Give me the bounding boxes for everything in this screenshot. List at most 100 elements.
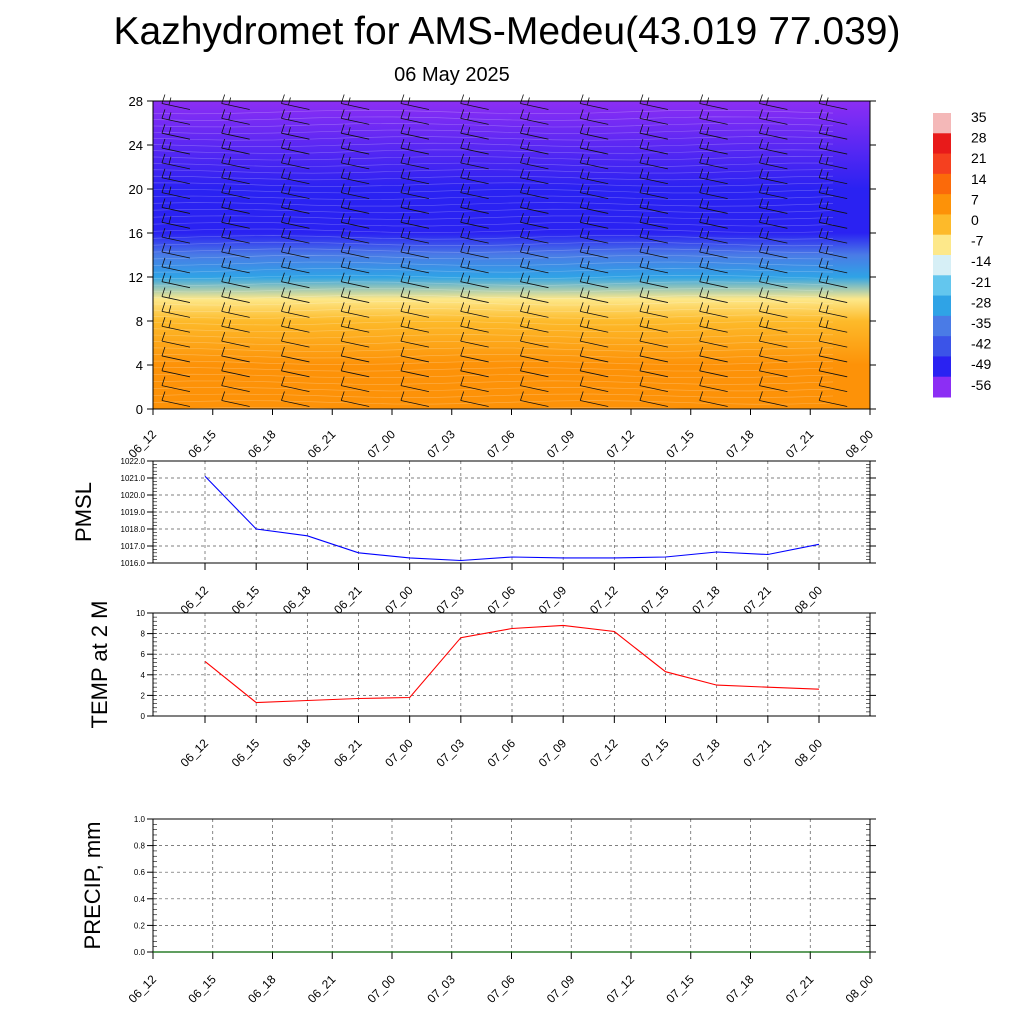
wind-barb: [460, 198, 489, 214]
wind-barb: [221, 124, 250, 140]
y-tick-label: 1016.0: [121, 559, 146, 568]
wind-barb: [818, 153, 848, 170]
wind-barb: [699, 198, 728, 214]
contour-line: [152, 274, 834, 280]
y-tick-label: 28: [129, 94, 143, 109]
x-tick-label: 06_18: [280, 583, 314, 617]
colorbar-swatch: [933, 275, 951, 297]
contour-line: [152, 222, 834, 227]
chart-title: Kazhydromet for AMS-Medeu(43.019 77.039): [113, 10, 901, 53]
wind-barb: [579, 302, 609, 318]
wind-barb: [699, 272, 728, 289]
wind-barb: [579, 168, 609, 185]
wind-barb: [400, 183, 430, 199]
wind-barb: [639, 183, 669, 199]
wind-barb: [221, 317, 250, 333]
y-tick-label: 0: [141, 712, 146, 721]
wind-barb: [221, 361, 250, 378]
colorbar-label: -7: [971, 233, 984, 249]
wind-barb: [520, 361, 549, 378]
wind-barb: [221, 272, 250, 289]
colorbar-swatch: [933, 214, 951, 236]
x-tick-label: 06_12: [126, 427, 160, 461]
contour-line: [152, 248, 833, 253]
wind-barb: [221, 376, 250, 393]
colorbar-swatch: [933, 336, 951, 357]
wind-barb: [759, 168, 788, 185]
wind-barb: [400, 138, 430, 155]
y-tick-label: 8: [136, 314, 143, 329]
wind-barb: [520, 331, 549, 348]
wind-barb: [639, 124, 669, 140]
wind-barb: [400, 331, 430, 348]
wind-barb: [400, 391, 430, 407]
x-tick-label: 07_09: [544, 972, 578, 1006]
wind-barb: [221, 302, 250, 318]
contour-line: [152, 109, 834, 115]
wind-barb: [340, 361, 370, 378]
colorbar-swatch: [933, 315, 951, 337]
wind-barb: [579, 317, 609, 333]
x-tick-label: 07_12: [604, 972, 638, 1006]
x-tick-label: 07_15: [638, 736, 672, 770]
contour-line: [152, 354, 834, 359]
wind-barb: [221, 287, 250, 303]
x-tick-label: 07_18: [723, 972, 757, 1006]
wind-barb: [639, 138, 669, 155]
wind-barb: [161, 124, 191, 140]
wind-barb: [759, 198, 788, 214]
wind-barb: [281, 198, 310, 214]
wind-barb: [281, 346, 310, 363]
wind-barb: [579, 331, 609, 348]
contour-line: [152, 380, 834, 385]
wind-barb: [340, 124, 370, 140]
contour-line: [152, 268, 834, 273]
wind-barb: [281, 317, 310, 333]
wind-barb: [818, 302, 848, 318]
wind-barb: [400, 257, 430, 274]
x-tick-label: 06_18: [245, 427, 279, 461]
wind-barb: [818, 138, 848, 155]
wind-barb: [460, 287, 489, 303]
x-tick-label: 07_21: [783, 972, 817, 1006]
temp2m-frame: [152, 612, 871, 717]
pmsl-series-line: [204, 475, 820, 562]
wind-barb: [281, 376, 310, 393]
wind-barb: [699, 331, 728, 348]
x-tick-label: 07_21: [740, 583, 774, 617]
wind-barb: [759, 376, 788, 393]
contour-line: [152, 235, 834, 240]
y-tick-label: 0.8: [134, 842, 146, 851]
wind-barb: [340, 213, 370, 229]
wind-barb: [161, 228, 191, 244]
wind-barb: [460, 242, 489, 259]
colorbar-label: -35: [971, 315, 991, 331]
wind-barb: [460, 272, 489, 289]
wind-barb: [460, 391, 489, 407]
wind-barb: [281, 287, 310, 303]
wind-barb: [281, 213, 310, 229]
wind-barb: [400, 287, 430, 303]
wind-barb: [340, 198, 370, 214]
x-tick-label: 07_06: [485, 736, 519, 770]
wind-barb: [161, 242, 191, 259]
contour-line: [152, 129, 834, 134]
y-tick-label: 1021.0: [121, 474, 146, 483]
wind-barb: [221, 346, 250, 363]
contour-line: [152, 241, 834, 247]
wind-barb: [520, 346, 549, 363]
x-tick-label: 07_18: [689, 736, 723, 770]
wind-barb: [759, 317, 788, 333]
wind-barb: [699, 183, 728, 199]
wind-barb: [281, 242, 310, 259]
y-tick-label: 0.2: [134, 921, 146, 930]
wind-barb: [221, 391, 250, 407]
y-tick-label: 20: [129, 182, 143, 197]
y-tick-label: 1.0: [134, 815, 146, 824]
wind-barb: [759, 153, 788, 170]
wind-barb: [400, 153, 430, 170]
colorbar-swatch: [933, 255, 951, 276]
colorbar-label: -21: [971, 274, 991, 290]
wind-barb: [759, 346, 788, 363]
wind-barb: [161, 213, 191, 229]
